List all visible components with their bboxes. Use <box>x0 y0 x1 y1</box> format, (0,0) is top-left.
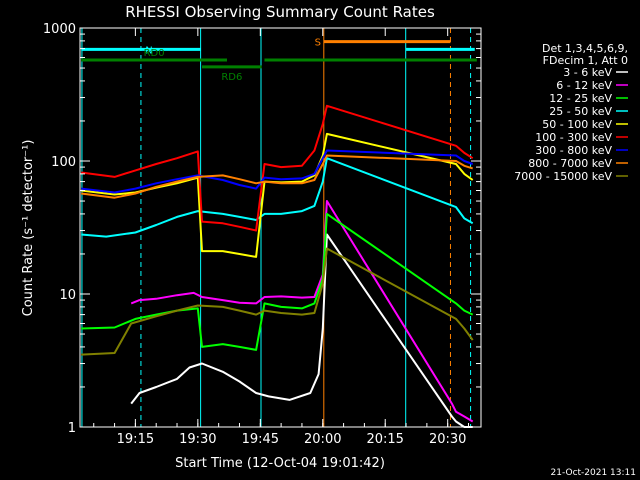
legend-label-7: 800 - 7000 keV <box>528 157 612 170</box>
x-tick-label-0: 19:15 <box>117 432 154 447</box>
axes: 19:15 19:30 19:45 20:00 20:15 20:30 1 10 100 1000 <box>43 22 481 447</box>
legend-label-6: 300 - 800 keV <box>535 144 612 157</box>
legend-header-1: FDecim 1, Att 0 <box>543 54 628 67</box>
series-line-8 <box>81 247 474 356</box>
legend-label-2: 12 - 25 keV <box>549 92 612 105</box>
series-line-0 <box>130 233 473 428</box>
x-axis-label: Start Time (12-Oct-04 19:01:42) <box>175 456 385 471</box>
legend-label-4: 50 - 100 keV <box>542 118 612 131</box>
flag-label-rd6: RD6 <box>221 72 242 83</box>
chart-title: RHESSI Observing Summary Count Rates <box>125 3 435 21</box>
legend-label-0: 3 - 6 keV <box>563 66 612 79</box>
legend-header-0: Det 1,3,4,5,6,9, <box>542 42 628 55</box>
series-line-2 <box>81 212 474 351</box>
legend-label-3: 25 - 50 keV <box>549 105 612 118</box>
legend-label-1: 6 - 12 keV <box>556 79 612 92</box>
y-axis-label: Count Rate (s⁻¹ detector⁻¹) <box>21 140 36 317</box>
x-tick-label-4: 20:15 <box>366 432 403 447</box>
footer-date: 21-Oct-2021 13:11 <box>551 468 636 478</box>
x-tick-label-1: 19:30 <box>179 432 216 447</box>
plot-frame <box>79 27 482 428</box>
series-line-5 <box>81 104 474 232</box>
flag-label-rd0: RD0 <box>144 48 165 59</box>
y-tick-label-3: 1000 <box>43 22 76 37</box>
x-tick-label-2: 19:45 <box>242 432 279 447</box>
series-line-1 <box>130 200 474 423</box>
x-tick-label-3: 20:00 <box>304 432 341 447</box>
legend: Det 1,3,4,5,6,9,FDecim 1, Att 03 - 6 keV… <box>514 42 628 183</box>
flag-label-n: N <box>145 45 152 56</box>
legend-label-5: 100 - 300 keV <box>535 131 612 144</box>
y-tick-label-2: 100 <box>51 155 76 170</box>
y-tick-label-0: 1 <box>68 421 76 436</box>
flag-label-s: S <box>315 38 321 49</box>
legend-label-8: 7000 - 15000 keV <box>514 170 612 183</box>
y-tick-label-1: 10 <box>59 288 76 303</box>
x-tick-label-5: 20:30 <box>429 432 466 447</box>
series-line-7 <box>81 154 473 199</box>
plot-content: N S RD0 RD6 <box>81 28 477 428</box>
